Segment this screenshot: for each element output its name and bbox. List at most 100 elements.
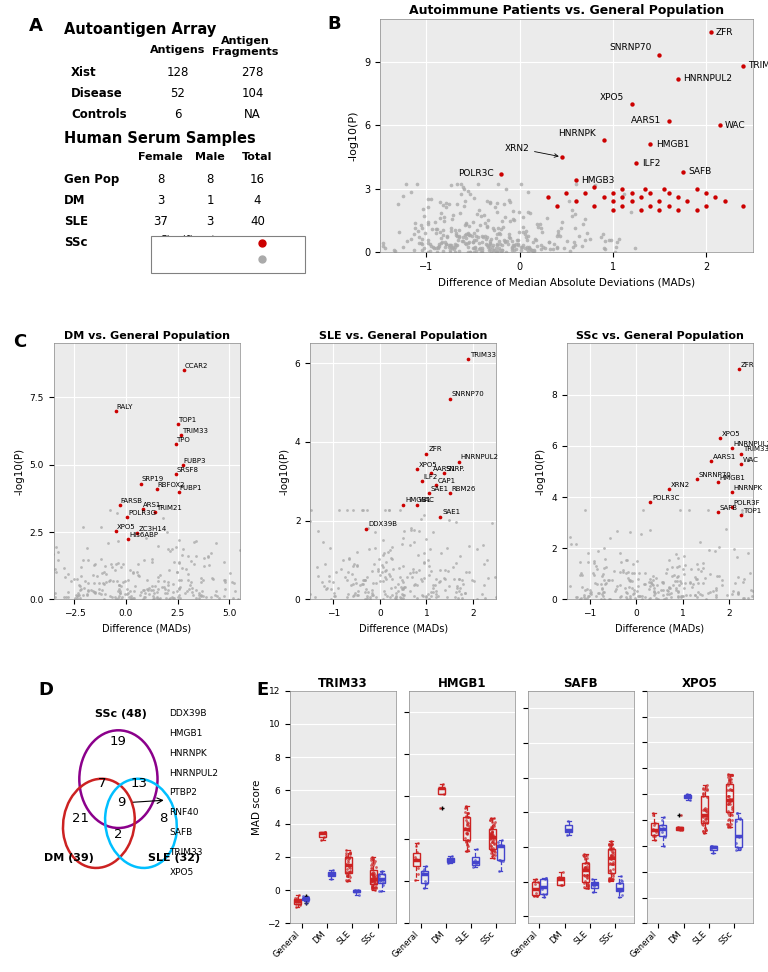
Point [610, 239, 622, 255]
Point [606, 844, 618, 859]
Point [200, 589, 212, 605]
Point [343, 850, 356, 866]
Point [419, 589, 432, 605]
Point [663, 113, 675, 128]
Point [735, 446, 747, 462]
Point [369, 880, 381, 895]
Point [467, 859, 479, 875]
Point [576, 238, 588, 254]
Point [477, 229, 489, 245]
Point [584, 584, 597, 600]
Point [327, 866, 339, 882]
Point [396, 581, 409, 597]
Point [688, 587, 700, 603]
Text: His6ABP: His6ABP [129, 532, 158, 538]
Point [510, 241, 522, 257]
Point [441, 229, 453, 245]
Point [574, 566, 587, 581]
Point [549, 571, 561, 586]
Text: 3: 3 [157, 194, 164, 207]
Point [700, 810, 713, 825]
Point [612, 882, 624, 897]
Point [608, 244, 621, 260]
Point [709, 190, 721, 205]
Point [22, 570, 34, 585]
Point [586, 871, 598, 886]
Point [113, 588, 125, 604]
Point [127, 565, 139, 580]
Point [569, 589, 581, 605]
Point [656, 813, 668, 828]
Point [341, 502, 353, 517]
Text: AARS1: AARS1 [713, 454, 736, 460]
FancyBboxPatch shape [151, 236, 305, 273]
Point [578, 859, 591, 875]
Point [596, 580, 608, 596]
Point [486, 844, 498, 859]
Point [446, 852, 458, 868]
Point [377, 877, 389, 892]
Point [695, 564, 707, 579]
Point [561, 827, 573, 843]
Point [380, 555, 392, 571]
Point [527, 573, 539, 589]
Point [416, 573, 429, 588]
Point [318, 829, 330, 845]
Point [603, 873, 615, 888]
Point [460, 216, 472, 231]
Point [478, 556, 490, 572]
Point [553, 869, 565, 885]
Point [647, 827, 660, 843]
Point [104, 589, 116, 605]
Point [588, 177, 601, 192]
Point [453, 222, 465, 237]
Text: ZFR: ZFR [715, 27, 733, 37]
Point [491, 237, 503, 253]
Point [265, 573, 277, 588]
Point [449, 239, 461, 255]
Point [230, 543, 243, 559]
Point [629, 591, 641, 607]
Y-axis label: -log10(P): -log10(P) [536, 448, 546, 495]
Point [152, 570, 164, 585]
Point [604, 838, 617, 853]
Point [337, 552, 349, 568]
Point [377, 532, 389, 547]
Point [408, 522, 420, 538]
Point [598, 241, 611, 257]
Point [413, 229, 425, 245]
Point [725, 771, 737, 786]
Point [114, 585, 126, 601]
Point [398, 587, 410, 603]
Title: Autoimmune Patients vs. General Population: Autoimmune Patients vs. General Populati… [409, 4, 723, 17]
Point [508, 238, 520, 254]
Point [366, 564, 379, 579]
Point [492, 226, 505, 241]
Point [700, 185, 712, 200]
Point [633, 565, 645, 580]
Point [349, 585, 361, 601]
Point [154, 568, 167, 583]
Point [383, 566, 396, 581]
Point [359, 591, 371, 607]
Point [498, 232, 511, 248]
Point [733, 828, 745, 844]
Point [382, 502, 395, 517]
Point [551, 579, 564, 595]
Point [566, 208, 578, 224]
Point [700, 803, 713, 818]
Point [647, 820, 659, 836]
Point [284, 560, 296, 575]
Point [343, 867, 355, 883]
Point [654, 193, 666, 209]
Point [478, 538, 490, 553]
Point [68, 571, 81, 586]
Point [654, 202, 666, 218]
Point [699, 820, 711, 836]
Point [408, 226, 420, 242]
Point [687, 575, 700, 591]
Point [486, 834, 498, 850]
Point [109, 563, 121, 578]
Point [535, 237, 548, 253]
Point [487, 242, 499, 258]
